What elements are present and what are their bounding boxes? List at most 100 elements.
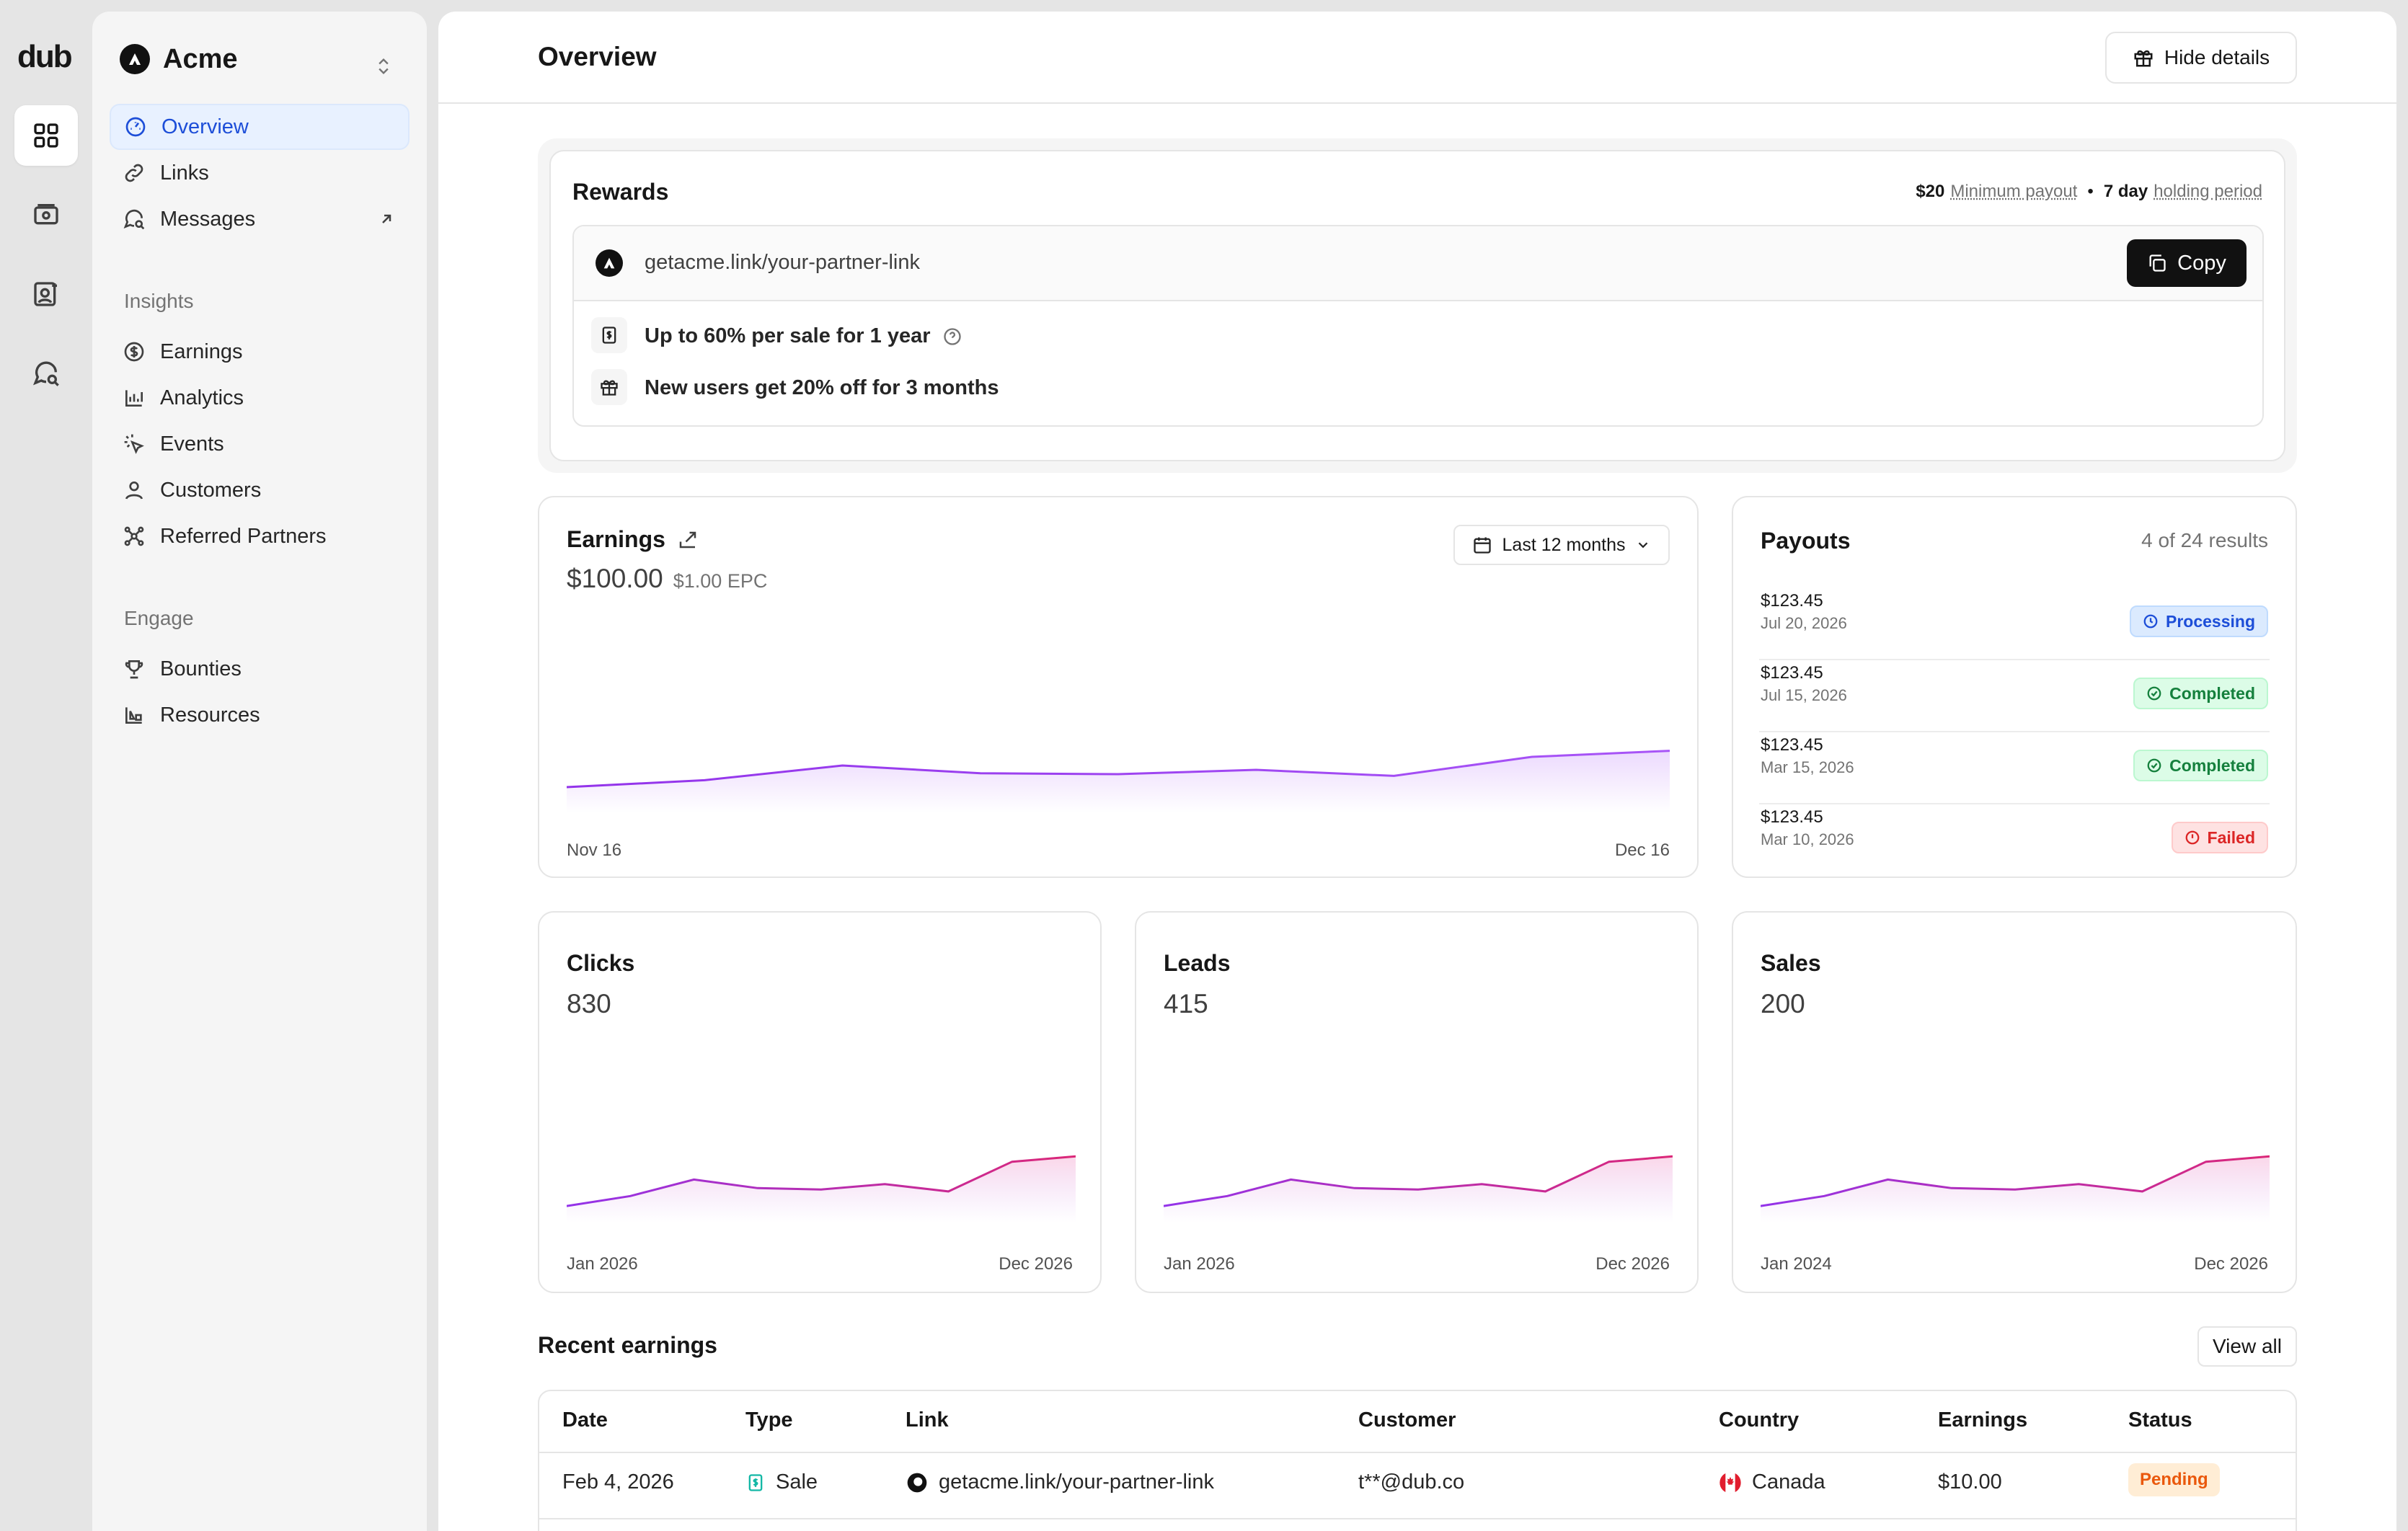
earnings-x-start: Nov 16 <box>567 840 621 861</box>
date-range-label: Last 12 months <box>1502 535 1626 556</box>
message-search-icon <box>123 208 146 231</box>
stat-x-start: Jan 2024 <box>1761 1254 1832 1274</box>
check-circle-icon <box>2146 758 2162 773</box>
earnings-x-end: Dec 16 <box>1615 840 1670 861</box>
date-range-select[interactable]: Last 12 months <box>1453 525 1670 565</box>
cell-link-text: getacme.link/your-partner-link <box>939 1470 1214 1494</box>
earnings-summary: $100.00 $1.00 EPC <box>567 564 767 594</box>
cell-customer[interactable]: t**@dub.co <box>1358 1470 1464 1494</box>
sidebar-item-label: Earnings <box>160 340 242 364</box>
cell-country: Canada <box>1719 1470 1825 1494</box>
sidebar-item-resources[interactable]: Resources <box>110 692 410 738</box>
stat-title: Leads <box>1164 950 1230 977</box>
rail-profile-button[interactable] <box>14 264 78 324</box>
payout-amount: $123.45 <box>1761 807 1823 827</box>
column-header-type[interactable]: Type <box>745 1408 793 1432</box>
main-content: Overview Hide details Rewards $20 Minimu… <box>438 12 2396 1531</box>
payout-amount: $123.45 <box>1761 663 1823 683</box>
column-header-country[interactable]: Country <box>1719 1408 1799 1432</box>
cursor-click-icon <box>123 432 146 456</box>
stat-x-start: Jan 2026 <box>1164 1254 1235 1274</box>
status-label: Failed <box>2208 828 2255 848</box>
status-label: Processing <box>2166 612 2255 631</box>
sidebar-item-label: Analytics <box>160 386 244 410</box>
status-label: Completed <box>2169 756 2255 776</box>
table-header-divider <box>539 1452 2296 1453</box>
payouts-count[interactable]: 4 of 24 results <box>2141 529 2268 552</box>
stat-value: 200 <box>1761 989 1805 1019</box>
column-header-status[interactable]: Status <box>2128 1408 2192 1432</box>
clock-icon <box>2143 613 2159 629</box>
calendar-icon <box>1472 535 1492 555</box>
icon-rail: dub <box>0 0 92 1531</box>
user-plus-icon <box>32 280 61 309</box>
status-badge: Failed <box>2172 822 2268 853</box>
user-icon <box>123 479 146 502</box>
view-all-button[interactable]: View all <box>2197 1326 2297 1367</box>
cell-earnings: $10.00 <box>1938 1470 2002 1494</box>
column-header-customer[interactable]: Customer <box>1358 1408 1456 1432</box>
partner-link-row: getacme.link/your-partner-link Copy <box>574 226 2262 301</box>
sidebar-item-bounties[interactable]: Bounties <box>110 646 410 692</box>
page-title: Overview <box>538 42 657 72</box>
rail-payouts-button[interactable] <box>14 185 78 245</box>
message-search-icon <box>32 359 61 388</box>
status-label: Completed <box>2169 684 2255 704</box>
workspace-switcher[interactable]: Acme <box>120 39 238 79</box>
payout-amount: $123.45 <box>1761 591 1823 611</box>
reward-sale-text: Up to 60% per sale for 1 year <box>645 324 931 348</box>
insights-heading: Insights <box>124 290 194 313</box>
divider <box>1759 731 2270 732</box>
recent-earnings-table: Date Type Link Customer Country Earnings… <box>538 1390 2297 1531</box>
sidebar-item-referred-partners[interactable]: Referred Partners <box>110 513 410 559</box>
acme-logo-icon <box>596 249 623 277</box>
column-header-date[interactable]: Date <box>562 1408 608 1432</box>
column-header-link[interactable]: Link <box>906 1408 949 1432</box>
brand-logo[interactable]: dub <box>17 39 71 75</box>
earnings-card: Earnings $100.00 $1.00 EPC Last 12 month… <box>538 496 1699 878</box>
alert-circle-icon <box>2185 830 2200 846</box>
copy-button[interactable]: Copy <box>2127 239 2247 287</box>
sidebar-item-events[interactable]: Events <box>110 421 410 467</box>
reward-discount-text: New users get 20% off for 3 months <box>645 376 999 400</box>
acme-logo-icon <box>120 44 150 74</box>
terms-separator: • <box>2087 182 2093 202</box>
sidebar-item-customers[interactable]: Customers <box>110 467 410 513</box>
rail-programs-button[interactable] <box>14 105 78 166</box>
reward-sale-icon-wrap <box>591 317 627 353</box>
reward-sale: Up to 60% per sale for 1 year <box>645 324 962 348</box>
help-circle-icon[interactable] <box>942 327 962 347</box>
hide-details-button[interactable]: Hide details <box>2105 32 2297 84</box>
earnings-epc: $1.00 EPC <box>673 570 768 593</box>
sidebar-item-messages[interactable]: Messages <box>110 196 410 242</box>
clicks-card[interactable]: Clicks 830 Jan 2026 Dec 2026 <box>538 911 1102 1293</box>
clicks-chart <box>567 1143 1076 1222</box>
leads-card[interactable]: Leads 415 Jan 2026 Dec 2026 <box>1135 911 1699 1293</box>
shapes-icon <box>123 704 146 727</box>
sidebar-item-label: Events <box>160 432 224 456</box>
receipt-dollar-icon <box>599 325 619 345</box>
stat-title: Clicks <box>567 950 634 977</box>
sidebar-item-links[interactable]: Links <box>110 150 410 196</box>
rail-messages-button[interactable] <box>14 343 78 404</box>
status-badge: Pending <box>2128 1463 2220 1496</box>
canada-flag-icon <box>1719 1471 1742 1494</box>
partner-link-text[interactable]: getacme.link/your-partner-link <box>645 251 920 275</box>
sales-card[interactable]: Sales 200 Jan 2024 Dec 2026 <box>1732 911 2297 1293</box>
min-payout-label[interactable]: Minimum payout <box>1950 182 2077 202</box>
engage-heading: Engage <box>124 607 194 630</box>
sidebar-item-earnings[interactable]: Earnings <box>110 329 410 375</box>
money-icon <box>32 200 61 229</box>
rewards-section: Rewards $20 Minimum payout • 7 day holdi… <box>538 138 2297 473</box>
dollar-circle-icon <box>123 340 146 363</box>
column-header-earnings[interactable]: Earnings <box>1938 1408 2027 1432</box>
sidebar-item-analytics[interactable]: Analytics <box>110 375 410 421</box>
cell-type: Sale <box>745 1470 818 1494</box>
chevrons-up-down-icon[interactable] <box>373 55 394 78</box>
holding-period-label[interactable]: holding period <box>2154 182 2262 202</box>
chevron-down-icon <box>1635 537 1651 553</box>
cell-link[interactable]: getacme.link/your-partner-link <box>906 1470 1214 1494</box>
sidebar-item-overview[interactable]: Overview <box>110 104 410 150</box>
earnings-title[interactable]: Earnings <box>567 526 699 553</box>
earnings-chart <box>567 727 1670 813</box>
